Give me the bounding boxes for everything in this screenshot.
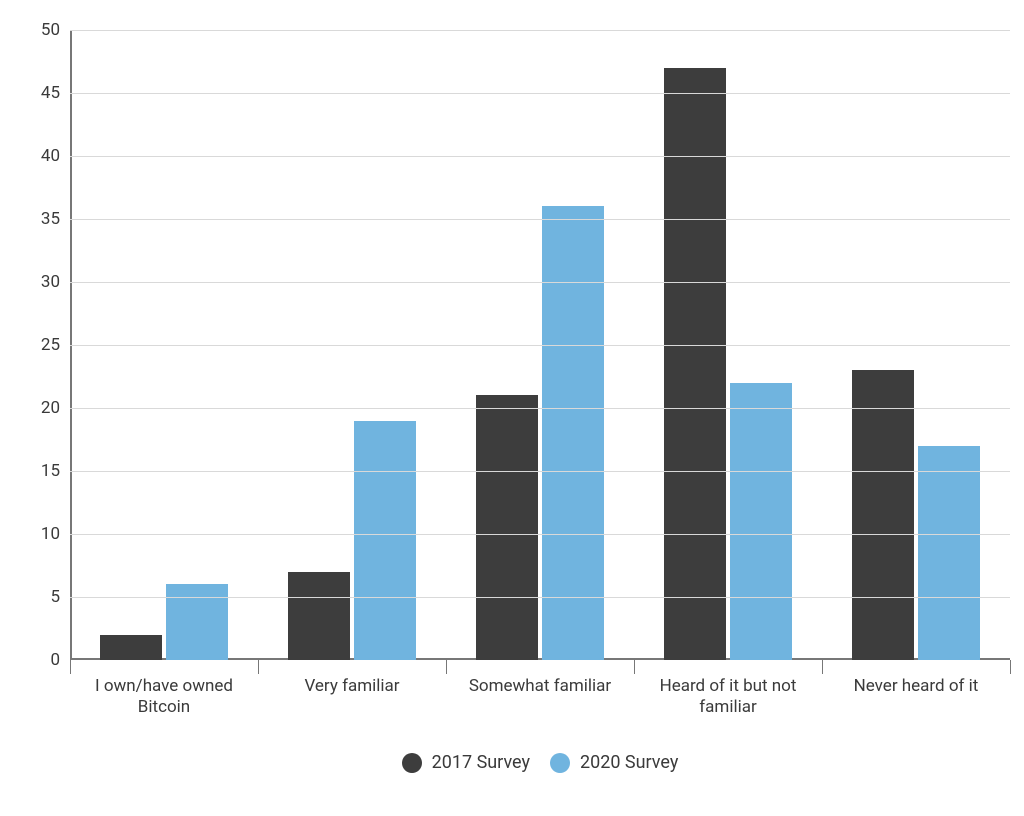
y-tick-label: 30: [41, 272, 70, 292]
bar: [852, 370, 914, 660]
bar: [730, 383, 792, 660]
y-tick-label: 25: [41, 335, 70, 355]
bar-chart: 05101520253035404550 I own/have owned Bi…: [20, 20, 1010, 796]
y-tick-label: 45: [41, 83, 70, 103]
gridline: [70, 597, 1010, 598]
y-tick-label: 15: [41, 461, 70, 481]
legend-swatch: [550, 753, 570, 773]
legend-label: 2017 Survey: [432, 752, 530, 773]
gridline: [70, 282, 1010, 283]
x-tick: [446, 660, 447, 674]
x-tick: [258, 660, 259, 674]
bar: [166, 584, 228, 660]
plot-area: 05101520253035404550: [70, 30, 1010, 660]
legend: 2017 Survey 2020 Survey: [70, 752, 1010, 773]
bar: [288, 572, 350, 660]
x-tick: [70, 660, 71, 674]
gridline: [70, 345, 1010, 346]
legend-item: 2017 Survey: [402, 752, 530, 773]
x-axis-label: Very familiar: [258, 676, 446, 697]
y-tick-label: 35: [41, 209, 70, 229]
x-tick: [634, 660, 635, 674]
gridline: [70, 534, 1010, 535]
bar: [476, 395, 538, 660]
legend-label: 2020 Survey: [580, 752, 678, 773]
y-tick-label: 10: [41, 524, 70, 544]
y-tick-label: 40: [41, 146, 70, 166]
x-axis-label: Heard of it but not familiar: [634, 676, 822, 719]
gridline: [70, 156, 1010, 157]
x-axis-label: I own/have owned Bitcoin: [70, 676, 258, 719]
bar: [354, 421, 416, 660]
bar: [542, 206, 604, 660]
gridline: [70, 30, 1010, 31]
x-tick: [1010, 660, 1011, 674]
y-tick-label: 50: [41, 20, 70, 40]
y-tick-label: 20: [41, 398, 70, 418]
legend-swatch: [402, 753, 422, 773]
x-tick: [822, 660, 823, 674]
x-axis-label: Never heard of it: [822, 676, 1010, 697]
x-axis-label: Somewhat familiar: [446, 676, 634, 697]
legend-item: 2020 Survey: [550, 752, 678, 773]
bar: [918, 446, 980, 660]
gridline: [70, 471, 1010, 472]
gridline: [70, 93, 1010, 94]
bar: [100, 635, 162, 660]
y-tick-label: 0: [50, 650, 70, 670]
gridline: [70, 219, 1010, 220]
y-tick-label: 5: [50, 587, 70, 607]
gridline: [70, 408, 1010, 409]
